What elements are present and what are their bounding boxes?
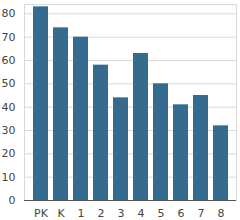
svg-text:80: 80 [2,7,16,20]
svg-text:4: 4 [138,207,145,220]
svg-text:2: 2 [98,207,105,220]
svg-text:10: 10 [2,171,16,184]
svg-text:3: 3 [118,207,125,220]
svg-text:50: 50 [2,77,16,90]
svg-text:7: 7 [198,207,205,220]
svg-text:K: K [57,207,65,220]
svg-text:40: 40 [2,101,16,114]
svg-text:20: 20 [2,147,16,160]
svg-text:0: 0 [9,194,16,207]
svg-text:60: 60 [2,54,16,67]
svg-text:70: 70 [2,31,16,44]
svg-text:5: 5 [158,207,165,220]
svg-text:6: 6 [178,207,185,220]
svg-text:30: 30 [2,124,16,137]
svg-text:PK: PK [34,207,49,220]
svg-text:8: 8 [218,207,225,220]
svg-text:1: 1 [78,207,85,220]
